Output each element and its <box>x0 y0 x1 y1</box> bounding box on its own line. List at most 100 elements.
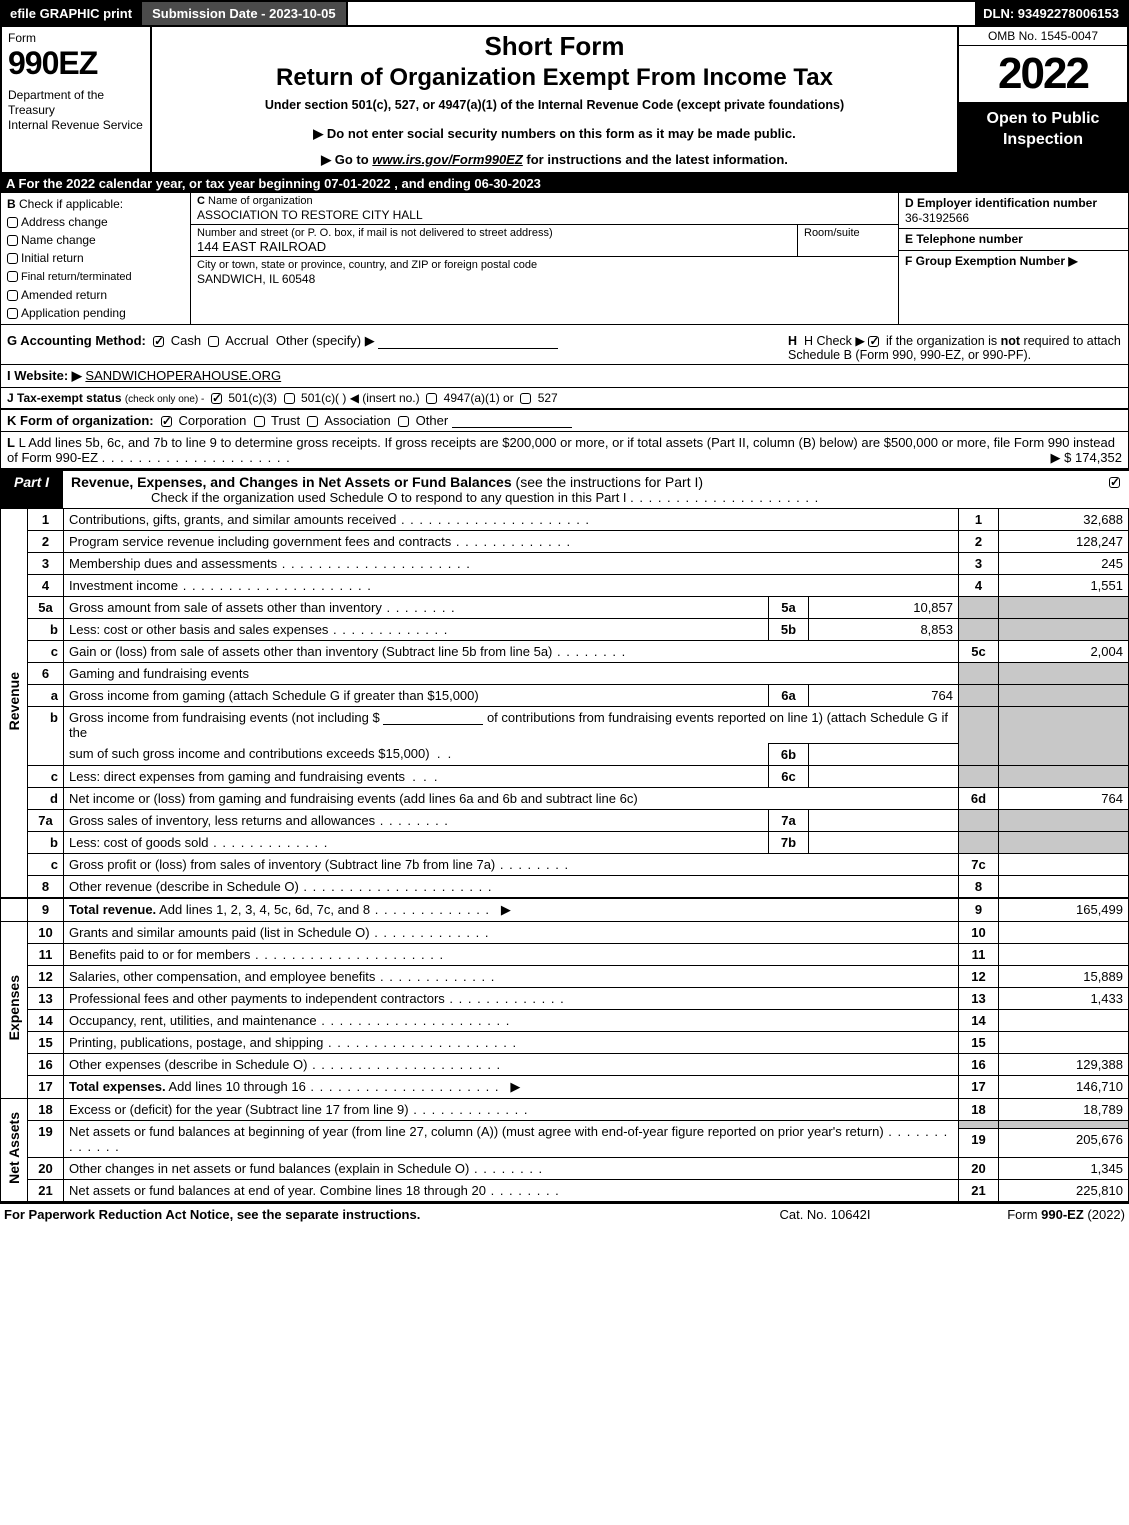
cb-4947[interactable] <box>426 393 437 404</box>
shade-6b-v <box>999 706 1129 765</box>
other-specify-blank[interactable] <box>378 336 558 349</box>
accrual-label: Accrual <box>225 333 268 348</box>
desc-16: Other expenses (describe in Schedule O) <box>64 1053 959 1075</box>
dots <box>178 578 372 593</box>
d-row: D Employer identification number 36-3192… <box>899 193 1128 229</box>
goto-line: ▶ Go to www.irs.gov/Form990EZ for instru… <box>158 152 951 168</box>
ival-6b <box>809 743 959 765</box>
netassets-side-text: Net Assets <box>6 1112 22 1184</box>
table-row: a Gross income from gaming (attach Sched… <box>1 684 1129 706</box>
cb-amended-return[interactable] <box>7 290 18 301</box>
desc-16-text: Other expenses (describe in Schedule O) <box>69 1057 307 1072</box>
return-of-title: Return of Organization Exempt From Incom… <box>158 64 951 92</box>
cb-other-org[interactable] <box>398 416 409 427</box>
cb-cash[interactable] <box>153 336 164 347</box>
cb-accrual[interactable] <box>208 336 219 347</box>
e-row: E Telephone number <box>899 229 1128 251</box>
rn-3: 3 <box>959 552 999 574</box>
omb-number: OMB No. 1545-0047 <box>959 27 1127 46</box>
cb-final-return[interactable] <box>7 271 18 282</box>
rn-16: 16 <box>959 1053 999 1075</box>
rev-bottom-cell <box>1 898 28 922</box>
application-pending-label: Application pending <box>21 306 126 320</box>
part1-title-paren: (see the instructions for Part I) <box>516 474 704 490</box>
donot-enter: ▶ Do not enter social security numbers o… <box>158 126 951 142</box>
desc-14-text: Occupancy, rent, utilities, and maintena… <box>69 1013 317 1028</box>
6b-blank[interactable] <box>383 712 483 725</box>
footer-mid: Cat. No. 10642I <box>725 1207 925 1222</box>
cb-association[interactable] <box>307 416 318 427</box>
dots <box>250 947 444 962</box>
iln-5a: 5a <box>769 596 809 618</box>
table-row: c Less: direct expenses from gaming and … <box>1 765 1129 787</box>
efile-label[interactable]: efile GRAPHIC print <box>2 2 140 25</box>
ln-6b: b <box>28 706 64 765</box>
cb-initial-return[interactable] <box>7 253 18 264</box>
ein-label: D Employer identification number <box>905 196 1122 210</box>
rn-21: 21 <box>959 1179 999 1201</box>
cb-schedule-o[interactable] <box>1109 477 1120 488</box>
dln-label: DLN: 93492278006153 <box>975 2 1127 25</box>
room-label: Room/suite <box>804 227 892 239</box>
dots <box>451 534 571 549</box>
rn-8: 8 <box>959 875 999 898</box>
shade-7a-v <box>999 809 1129 831</box>
rn-20: 20 <box>959 1157 999 1179</box>
rn-13: 13 <box>959 987 999 1009</box>
rn-12: 12 <box>959 965 999 987</box>
rn-9: 9 <box>959 898 999 922</box>
527-label: 527 <box>538 391 558 405</box>
dots <box>306 1079 500 1094</box>
val-19: 205,676 <box>999 1129 1129 1157</box>
desc-1: Contributions, gifts, grants, and simila… <box>64 508 959 530</box>
table-row: 19 Net assets or fund balances at beginn… <box>1 1120 1129 1129</box>
cb-501c3[interactable] <box>211 393 222 404</box>
goto-link[interactable]: www.irs.gov/Form990EZ <box>372 152 523 167</box>
ln-21: 21 <box>28 1179 64 1201</box>
website-value[interactable]: SANDWICHOPERAHOUSE.ORG <box>85 368 281 383</box>
ival-5b: 8,853 <box>809 618 959 640</box>
form-number: 990EZ <box>8 45 144 82</box>
table-row: 14 Occupancy, rent, utilities, and maint… <box>1 1009 1129 1031</box>
shade-7b <box>959 831 999 853</box>
other-org-blank[interactable] <box>452 415 572 428</box>
desc-5a-text: Gross amount from sale of assets other t… <box>69 600 382 615</box>
table-row: 5a Gross amount from sale of assets othe… <box>1 596 1129 618</box>
ln-20: 20 <box>28 1157 64 1179</box>
part1-title: Revenue, Expenses, and Changes in Net As… <box>63 471 1099 508</box>
table-row: Revenue 1 Contributions, gifts, grants, … <box>1 508 1129 530</box>
street-label: Number and street (or P. O. box, if mail… <box>197 227 791 239</box>
desc-18: Excess or (deficit) for the year (Subtra… <box>64 1098 959 1120</box>
cb-trust[interactable] <box>254 416 265 427</box>
ln-2: 2 <box>28 530 64 552</box>
footer-right: Form 990-EZ (2022) <box>925 1207 1125 1222</box>
desc-20-text: Other changes in net assets or fund bala… <box>69 1161 469 1176</box>
desc-13-text: Professional fees and other payments to … <box>69 991 445 1006</box>
cb-application-pending[interactable] <box>7 308 18 319</box>
cb-corporation[interactable] <box>161 416 172 427</box>
cb-name-change[interactable] <box>7 235 18 246</box>
shade-6 <box>959 662 999 684</box>
association-label: Association <box>324 413 390 428</box>
part1-check-cell <box>1099 471 1129 508</box>
desc-7c-text: Gross profit or (loss) from sales of inv… <box>69 857 495 872</box>
cb-527[interactable] <box>520 393 531 404</box>
ln-19: 19 <box>28 1120 64 1157</box>
column-c: C Name of organization ASSOCIATION TO RE… <box>191 193 898 324</box>
ln-6: 6 <box>28 662 64 684</box>
rn-10: 10 <box>959 921 999 943</box>
g-h-row: G Accounting Method: Cash Accrual Other … <box>1 325 1128 364</box>
initial-return-label: Initial return <box>21 251 84 265</box>
table-row: 20 Other changes in net assets or fund b… <box>1 1157 1129 1179</box>
desc-6b-2: sum of such gross income and contributio… <box>64 743 769 765</box>
table-row: 13 Professional fees and other payments … <box>1 987 1129 1009</box>
desc-3: Membership dues and assessments <box>64 552 959 574</box>
cb-501c[interactable] <box>284 393 295 404</box>
section-a-bar: A For the 2022 calendar year, or tax yea… <box>0 174 1129 193</box>
org-name: ASSOCIATION TO RESTORE CITY HALL <box>197 208 892 222</box>
footer-right-pre: Form <box>1007 1207 1041 1222</box>
dots <box>370 925 490 940</box>
cb-address-change[interactable] <box>7 217 18 228</box>
desc-5c: Gain or (loss) from sale of assets other… <box>64 640 959 662</box>
cb-h-check[interactable] <box>868 336 879 347</box>
